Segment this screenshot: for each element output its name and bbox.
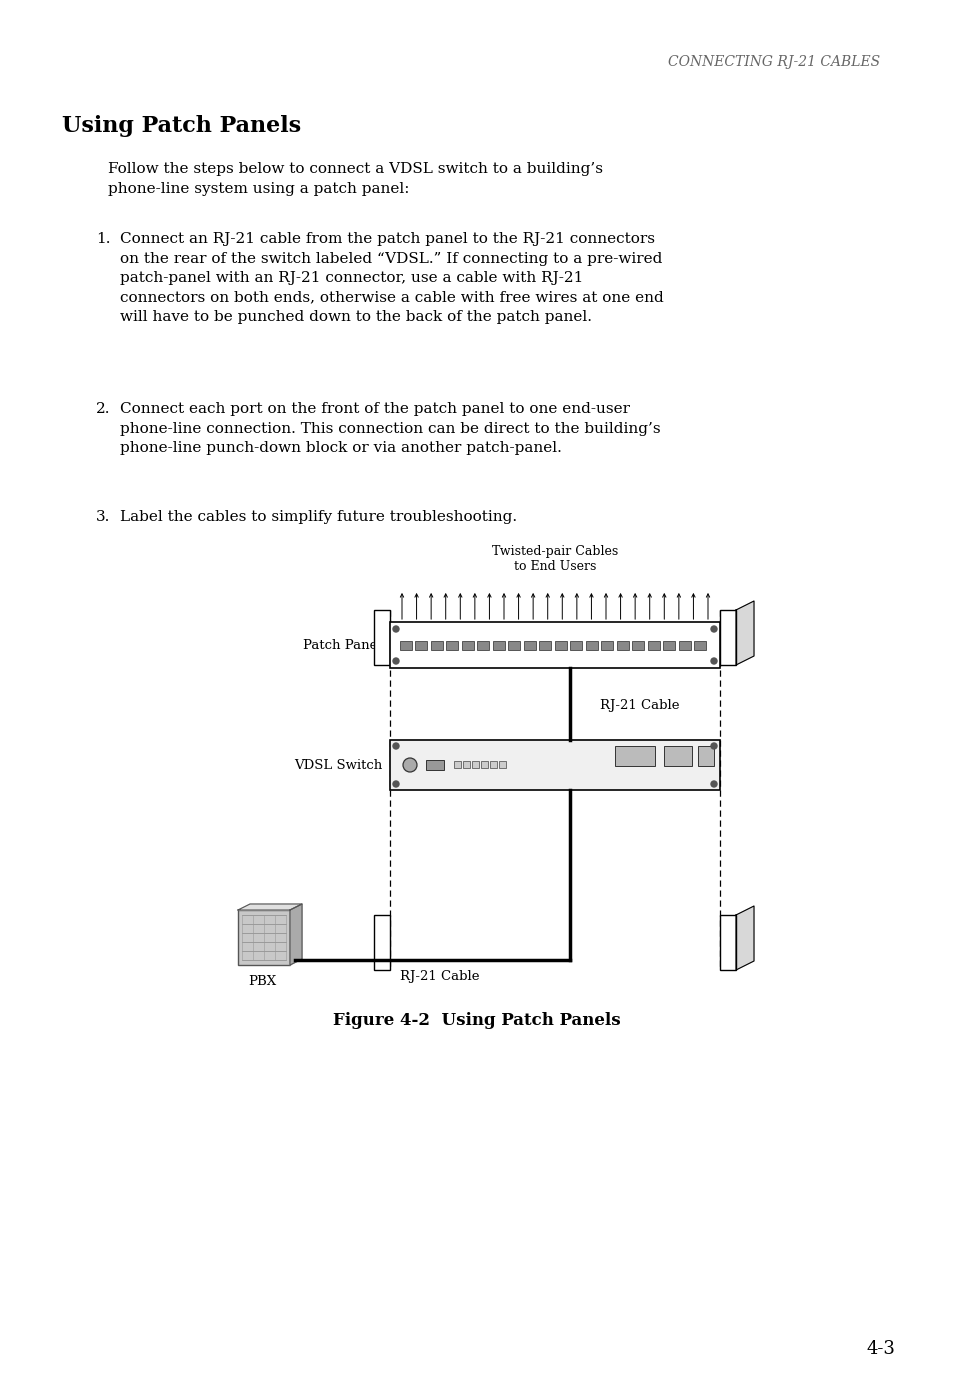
Bar [720,915,735,970]
Bar [416,640,427,650]
Bar [374,915,390,970]
Bar [698,745,713,766]
Polygon shape [237,904,302,911]
Bar [390,622,720,668]
Text: 3.: 3. [96,509,111,525]
Text: Patch Panel: Patch Panel [303,638,381,651]
Bar [539,640,551,650]
Bar [570,640,582,650]
Text: 4-3: 4-3 [865,1339,894,1357]
Bar [462,761,470,768]
Text: Twisted-pair Cables
to End Users: Twisted-pair Cables to End Users [492,545,618,573]
Bar [601,640,613,650]
Bar [493,640,504,650]
Circle shape [710,626,717,632]
Text: Connect an RJ-21 cable from the patch panel to the RJ-21 connectors
on the rear : Connect an RJ-21 cable from the patch pa… [120,232,663,323]
Bar [555,640,566,650]
Bar [237,911,290,965]
Circle shape [710,658,717,663]
Bar [472,761,478,768]
Bar [374,609,390,665]
Text: Using Patch Panels: Using Patch Panels [62,115,301,137]
Polygon shape [290,904,302,965]
Bar [461,640,474,650]
Text: PBX: PBX [248,974,275,988]
Bar [679,640,690,650]
Polygon shape [735,906,753,970]
Bar [523,640,536,650]
Text: Connect each port on the front of the patch panel to one end-user
phone-line con: Connect each port on the front of the pa… [120,403,659,455]
Bar [498,761,505,768]
Bar [454,761,460,768]
Circle shape [393,658,398,663]
Bar [617,640,628,650]
Bar [390,740,720,790]
Bar [477,640,489,650]
Text: 2.: 2. [96,403,111,416]
Bar [662,640,675,650]
Polygon shape [735,601,753,665]
Circle shape [402,758,416,772]
Bar [585,640,598,650]
Bar [720,609,735,665]
Circle shape [710,781,717,787]
Bar [399,640,412,650]
Text: RJ-21 Cable: RJ-21 Cable [399,970,479,983]
Text: VDSL Switch: VDSL Switch [294,758,381,772]
Text: Follow the steps below to connect a VDSL switch to a building’s
phone-line syste: Follow the steps below to connect a VDSL… [108,162,602,196]
Bar [490,761,497,768]
Circle shape [393,781,398,787]
Circle shape [393,743,398,750]
Circle shape [393,626,398,632]
Circle shape [710,743,717,750]
Bar [426,761,443,770]
Bar [508,640,520,650]
Text: Figure 4-2  Using Patch Panels: Figure 4-2 Using Patch Panels [333,1012,620,1029]
Text: CONNECTING RJ-21 CABLES: CONNECTING RJ-21 CABLES [667,56,879,69]
Text: 1.: 1. [96,232,111,246]
Bar [632,640,644,650]
Text: RJ-21 Cable: RJ-21 Cable [599,698,679,712]
Bar [480,761,488,768]
Bar [615,745,655,766]
Bar [647,640,659,650]
Bar [663,745,691,766]
Text: Label the cables to simplify future troubleshooting.: Label the cables to simplify future trou… [120,509,517,525]
Bar [694,640,706,650]
Bar [446,640,458,650]
Bar [431,640,442,650]
